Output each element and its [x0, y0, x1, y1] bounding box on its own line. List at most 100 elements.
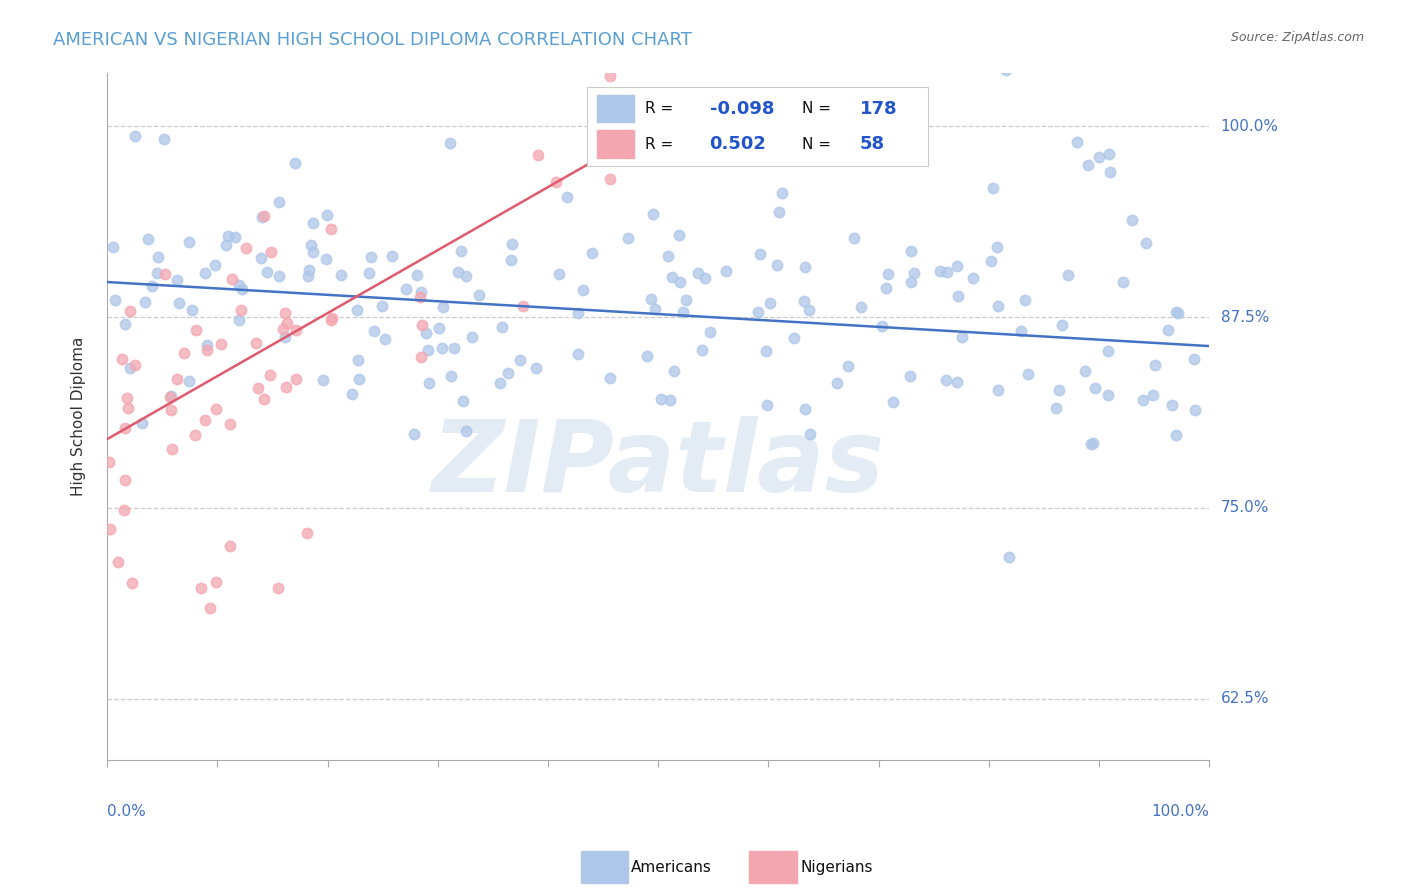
Point — [321, 312, 343, 326]
Point — [405, 268, 427, 283]
Point — [686, 266, 709, 280]
Point — [672, 305, 695, 319]
Point — [1099, 165, 1122, 179]
Point — [284, 155, 307, 169]
Point — [159, 402, 181, 417]
Point — [770, 186, 793, 200]
Point — [204, 574, 226, 589]
Point — [468, 287, 491, 301]
Point — [699, 326, 721, 340]
Point — [962, 271, 984, 285]
Point — [155, 268, 177, 282]
Point — [330, 268, 353, 283]
Point — [121, 576, 143, 591]
Point — [190, 582, 212, 596]
Point — [783, 331, 806, 345]
Text: 87.5%: 87.5% — [1220, 310, 1268, 325]
Point — [418, 376, 440, 390]
Point — [148, 250, 170, 264]
Point — [298, 263, 321, 277]
Point — [432, 341, 454, 355]
Point — [195, 337, 218, 351]
Text: Nigerians: Nigerians — [800, 860, 873, 874]
Point — [1098, 146, 1121, 161]
Point — [599, 69, 621, 83]
Point — [112, 503, 135, 517]
Point — [319, 221, 342, 235]
Point — [124, 129, 146, 144]
Point — [714, 264, 737, 278]
Point — [184, 323, 207, 337]
Point — [524, 360, 547, 375]
Point — [1084, 381, 1107, 395]
Text: Americans: Americans — [631, 860, 713, 874]
Point — [644, 302, 666, 317]
Text: Source: ZipAtlas.com: Source: ZipAtlas.com — [1230, 31, 1364, 45]
Point — [404, 426, 426, 441]
Point — [194, 412, 217, 426]
Point — [443, 341, 465, 355]
Point — [1045, 401, 1067, 415]
Point — [253, 392, 276, 406]
Point — [432, 300, 454, 314]
Point — [381, 249, 404, 263]
Point — [1135, 236, 1157, 251]
Point — [271, 322, 294, 336]
Point — [1014, 293, 1036, 307]
Point — [221, 272, 243, 286]
Point — [124, 358, 146, 372]
Point — [929, 264, 952, 278]
Point — [267, 269, 290, 284]
Point — [1182, 352, 1205, 367]
Point — [546, 175, 568, 189]
Point — [347, 353, 370, 368]
Point — [555, 189, 578, 203]
Point — [491, 319, 513, 334]
Point — [903, 266, 925, 280]
Point — [1066, 135, 1088, 149]
Point — [1132, 393, 1154, 408]
Point — [374, 332, 396, 346]
Point — [409, 290, 432, 304]
Point — [794, 260, 817, 274]
Point — [749, 247, 772, 261]
Point — [166, 273, 188, 287]
Point — [219, 539, 242, 553]
Point — [204, 258, 226, 272]
Point — [675, 293, 697, 307]
Point — [797, 303, 820, 318]
Point — [194, 266, 217, 280]
Point — [256, 265, 278, 279]
Point — [572, 283, 595, 297]
Point — [114, 421, 136, 435]
Point — [260, 244, 283, 259]
Point — [179, 375, 201, 389]
Point — [450, 244, 472, 259]
Point — [117, 401, 139, 415]
Point — [567, 347, 589, 361]
Point — [316, 208, 339, 222]
Point — [900, 244, 922, 258]
Point — [114, 317, 136, 331]
Point — [360, 250, 382, 264]
Point — [177, 235, 200, 249]
Point — [981, 181, 1004, 195]
Point — [181, 302, 204, 317]
Point — [1160, 398, 1182, 412]
Point — [274, 330, 297, 344]
Point — [205, 401, 228, 416]
Point — [1074, 364, 1097, 378]
Point — [371, 299, 394, 313]
Point — [274, 306, 297, 320]
Point — [900, 275, 922, 289]
Point — [453, 394, 475, 409]
Point — [837, 359, 859, 373]
Point — [581, 246, 603, 260]
Point — [636, 349, 658, 363]
Text: 100.0%: 100.0% — [1152, 804, 1209, 819]
Point — [512, 299, 534, 313]
Point — [98, 522, 121, 536]
Point — [616, 230, 638, 244]
Point — [416, 343, 439, 357]
Text: 62.5%: 62.5% — [1220, 691, 1270, 706]
